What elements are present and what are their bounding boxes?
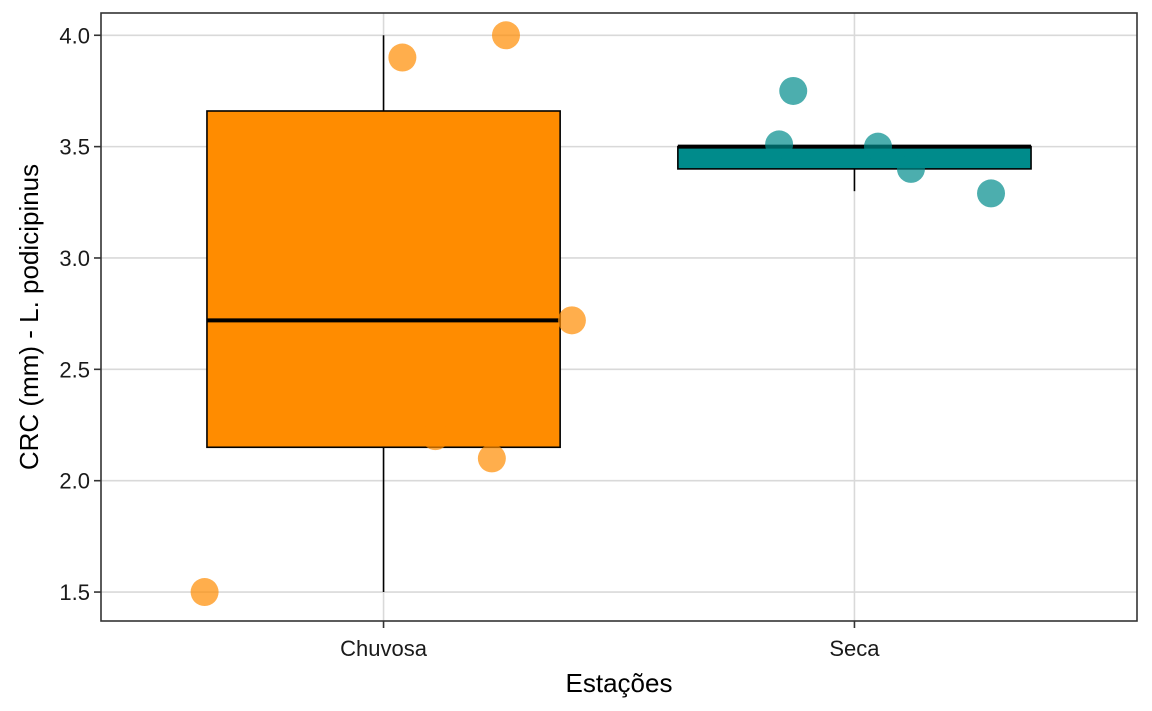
y-axis-title: CRC (mm) - L. podicipinus (14, 164, 44, 470)
data-point (977, 179, 1006, 208)
data-points (190, 21, 1006, 607)
y-tick-label: 1.5 (59, 580, 90, 605)
whiskers (382, 35, 856, 593)
data-point (779, 76, 808, 105)
data-point (388, 43, 417, 72)
x-tick-label: Chuvosa (340, 636, 428, 661)
x-axis-title: Estações (566, 668, 673, 698)
y-axis: 1.5 2.0 2.5 3.0 3.5 4.0 (59, 23, 101, 605)
x-tick-label: Seca (829, 636, 880, 661)
data-point (864, 132, 892, 161)
y-tick-label: 2.0 (59, 469, 90, 494)
data-point (421, 422, 450, 451)
data-point (190, 578, 219, 607)
data-point (557, 306, 586, 335)
y-tick-label: 3.0 (59, 246, 90, 271)
box-chuvosa (206, 110, 561, 449)
box-seca (677, 145, 1032, 170)
y-tick-label: 4.0 (59, 23, 90, 48)
data-point (491, 21, 520, 50)
x-axis: Chuvosa Seca (340, 621, 880, 661)
boxes (206, 110, 1032, 449)
data-point (765, 130, 794, 159)
data-point (896, 154, 925, 183)
plot-panel-border (100, 12, 1138, 622)
data-point (477, 444, 506, 473)
y-tick-label: 3.5 (59, 135, 90, 160)
y-tick-label: 2.5 (59, 357, 90, 382)
